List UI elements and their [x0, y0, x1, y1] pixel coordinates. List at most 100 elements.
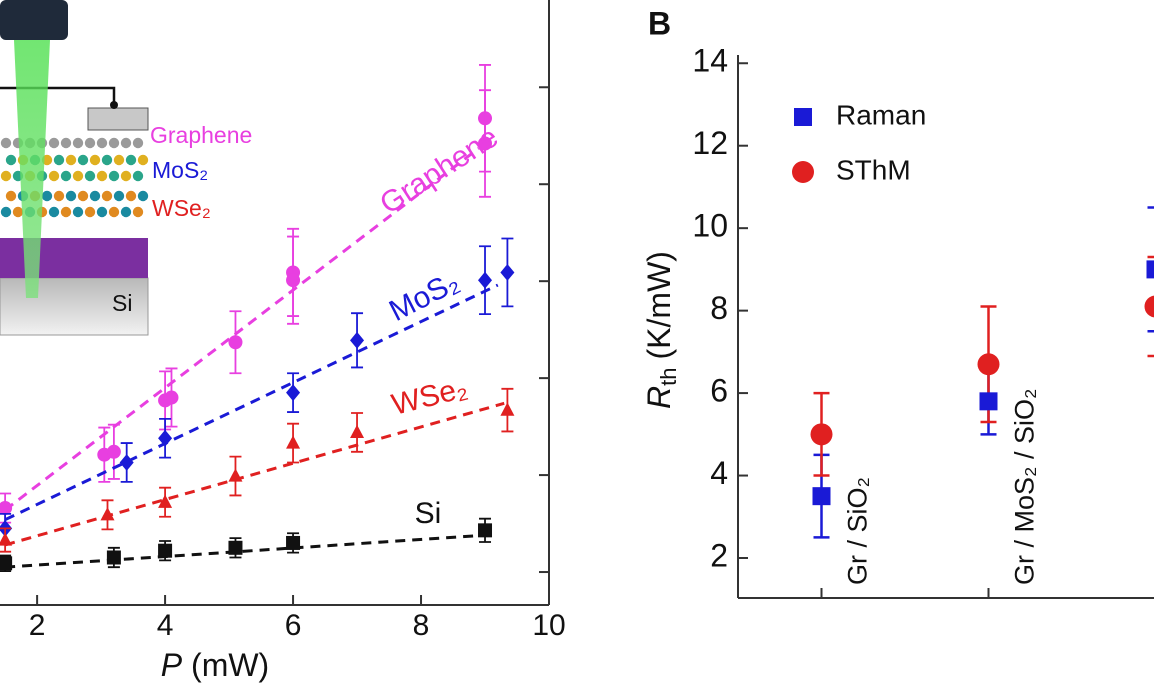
atom	[101, 190, 113, 202]
y-tick-label: 6	[710, 373, 728, 409]
atom	[137, 154, 149, 166]
wire-end	[110, 101, 118, 109]
error-bar	[1147, 255, 1154, 358]
laser-beam	[14, 40, 50, 298]
x-tick-label: Gr / MoS₂ / SiO₂	[1010, 389, 1040, 586]
point	[106, 444, 121, 459]
y-axis-label: Rth (K/mW)	[641, 251, 680, 409]
atom	[84, 137, 96, 149]
point	[286, 384, 301, 402]
point	[158, 543, 173, 558]
point	[810, 423, 833, 446]
y-tick-label: 10	[692, 208, 728, 244]
point	[478, 136, 493, 151]
x-label-unit: (mW)	[191, 647, 269, 683]
electrode	[87, 107, 149, 131]
point	[977, 353, 1000, 376]
y-tick-label: 2	[710, 537, 728, 573]
point	[228, 468, 243, 482]
x-tick-label: 10	[532, 609, 565, 642]
point	[1146, 260, 1154, 279]
atom	[101, 154, 113, 166]
point	[286, 273, 301, 288]
fit-line	[4, 147, 480, 512]
point	[500, 402, 515, 416]
series-annotation: Si	[415, 497, 442, 530]
legend-label: SThM	[836, 154, 911, 185]
atom	[53, 154, 65, 166]
point	[228, 335, 243, 350]
atom	[137, 190, 149, 202]
point	[100, 507, 115, 521]
point	[350, 331, 365, 349]
atom	[96, 137, 108, 149]
point	[812, 487, 831, 506]
atom	[77, 154, 89, 166]
x-tick-label: 8	[413, 609, 430, 642]
fit-line	[4, 283, 499, 522]
atom	[89, 190, 101, 202]
point	[0, 556, 13, 571]
x-label-symbol: P	[161, 647, 183, 683]
point	[158, 494, 173, 508]
fit-line	[4, 401, 505, 547]
atom	[84, 170, 96, 182]
atom	[113, 154, 125, 166]
point	[119, 454, 134, 471]
legend-marker	[792, 161, 814, 183]
atom	[12, 206, 24, 218]
atom	[0, 137, 12, 149]
atom	[77, 190, 89, 202]
point	[286, 435, 301, 449]
panel-a: 2 4 6 8 10P (mW)GrapheneMoS₂WSe₂SiGrapheneMo…	[0, 0, 566, 683]
inset-label: Si	[112, 290, 132, 316]
y-label-unit: (K/mW)	[641, 251, 677, 359]
point	[106, 550, 121, 565]
inset-label: Graphene	[150, 122, 252, 148]
inset-label: WSe₂	[152, 195, 211, 221]
atom	[120, 170, 132, 182]
atom	[125, 154, 137, 166]
atom	[65, 190, 77, 202]
legend-marker	[794, 108, 812, 126]
atom	[108, 206, 120, 218]
atom	[132, 137, 144, 149]
y-tick-label: 4	[710, 455, 728, 491]
atom	[96, 170, 108, 182]
x-tick-label: 4	[157, 609, 174, 642]
point	[350, 424, 365, 439]
atom	[48, 170, 60, 182]
atom	[65, 154, 77, 166]
point	[0, 532, 13, 546]
atom	[0, 206, 12, 218]
atom	[89, 154, 101, 166]
point	[164, 390, 179, 405]
atom	[72, 137, 84, 149]
x-tick-label: Gr / SiO₂	[843, 477, 873, 585]
y-tick-label: 12	[692, 125, 728, 161]
point	[1144, 295, 1154, 318]
atom	[108, 170, 120, 182]
error-bar	[1147, 206, 1154, 333]
x-tick-label: 6	[285, 609, 302, 642]
y-label-symbol: R	[641, 386, 677, 409]
panel-label: B	[648, 5, 671, 41]
atom	[125, 190, 137, 202]
atom	[132, 206, 144, 218]
atom	[0, 170, 12, 182]
atom	[48, 206, 60, 218]
inset-label: MoS₂	[152, 157, 208, 183]
si-substrate	[0, 277, 149, 336]
panel-b: B 2 4 6 8 10 12 14 Rth (K/mW) Gr / SiO₂ Gr / MoS₂ /…	[641, 5, 1154, 599]
atom	[96, 206, 108, 218]
legend-label: Raman	[836, 99, 926, 130]
atom	[5, 190, 17, 202]
atom	[41, 190, 53, 202]
point	[979, 392, 998, 411]
y-tick-label: 14	[692, 43, 728, 79]
atom	[132, 170, 144, 182]
legend-entry: SThM	[792, 154, 911, 185]
y-tick-label: 8	[710, 290, 728, 326]
